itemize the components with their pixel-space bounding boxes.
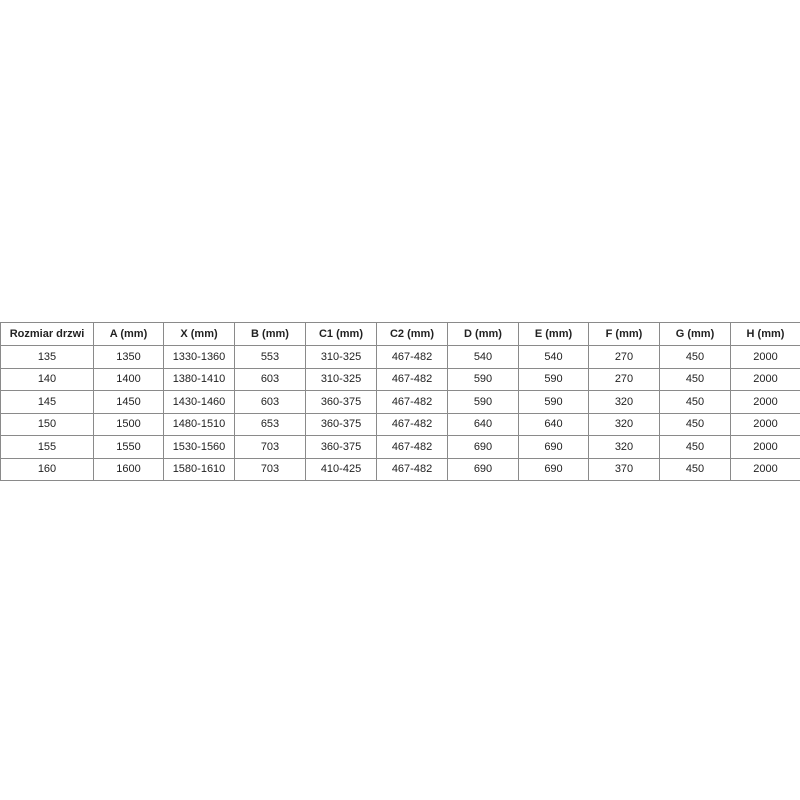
table-cell: 1380-1410 bbox=[163, 367, 235, 391]
table-cell: 1500 bbox=[93, 412, 164, 436]
table-header: Rozmiar drzwi A (mm) X (mm) B (mm) C1 (mm) C2… bbox=[0, 322, 800, 346]
table-cell: 467-482 bbox=[376, 435, 448, 459]
table-cell: 140 bbox=[0, 367, 94, 391]
table-cell: 310-325 bbox=[305, 367, 377, 391]
table-cell: 640 bbox=[518, 412, 589, 436]
header-cell: X (mm) bbox=[163, 322, 235, 346]
table-cell: 640 bbox=[447, 412, 519, 436]
table-cell: 160 bbox=[0, 457, 94, 481]
table-cell: 360-375 bbox=[305, 390, 377, 414]
table-cell: 1580-1610 bbox=[163, 457, 235, 481]
table-cell: 135 bbox=[0, 345, 94, 369]
table-cell: 703 bbox=[234, 457, 306, 481]
table-cell: 1350 bbox=[93, 345, 164, 369]
header-cell: E (mm) bbox=[518, 322, 589, 346]
table-cell: 603 bbox=[234, 390, 306, 414]
table-cell: 603 bbox=[234, 367, 306, 391]
table-cell: 270 bbox=[588, 367, 660, 391]
header-cell: F (mm) bbox=[588, 322, 660, 346]
table-cell: 540 bbox=[518, 345, 589, 369]
table-cell: 150 bbox=[0, 412, 94, 436]
table-cell: 2000 bbox=[730, 435, 800, 459]
header-row: Rozmiar drzwi A (mm) X (mm) B (mm) C1 (mm) C2… bbox=[0, 322, 800, 346]
table-cell: 2000 bbox=[730, 412, 800, 436]
table-cell: 2000 bbox=[730, 345, 800, 369]
table-body: 135 1350 1330-1360 553 310-325 467-482 540 540 2… bbox=[0, 345, 800, 481]
table-cell: 370 bbox=[588, 457, 660, 481]
table-row: 140 1400 1380-1410 603 310-325 467-482 590 590 2… bbox=[0, 367, 800, 391]
table-cell: 690 bbox=[518, 435, 589, 459]
table-cell: 2000 bbox=[730, 367, 800, 391]
table-cell: 467-482 bbox=[376, 367, 448, 391]
table-cell: 467-482 bbox=[376, 412, 448, 436]
table-cell: 703 bbox=[234, 435, 306, 459]
table-cell: 1530-1560 bbox=[163, 435, 235, 459]
dimensions-table: Rozmiar drzwi A (mm) X (mm) B (mm) C1 (mm) C2… bbox=[0, 322, 800, 481]
table-row: 160 1600 1580-1610 703 410-425 467-482 690 690 3… bbox=[0, 457, 800, 481]
table-cell: 690 bbox=[518, 457, 589, 481]
table-cell: 360-375 bbox=[305, 412, 377, 436]
table-cell: 467-482 bbox=[376, 390, 448, 414]
table-cell: 155 bbox=[0, 435, 94, 459]
table-cell: 653 bbox=[234, 412, 306, 436]
table-cell: 690 bbox=[447, 435, 519, 459]
table-cell: 450 bbox=[659, 457, 731, 481]
table-cell: 1550 bbox=[93, 435, 164, 459]
table-cell: 1400 bbox=[93, 367, 164, 391]
table-cell: 450 bbox=[659, 412, 731, 436]
table-cell: 450 bbox=[659, 367, 731, 391]
header-cell: C1 (mm) bbox=[305, 322, 377, 346]
table-cell: 1450 bbox=[93, 390, 164, 414]
table-cell: 145 bbox=[0, 390, 94, 414]
table-cell: 690 bbox=[447, 457, 519, 481]
header-cell: D (mm) bbox=[447, 322, 519, 346]
table-cell: 1480-1510 bbox=[163, 412, 235, 436]
table-cell: 2000 bbox=[730, 390, 800, 414]
table-cell: 540 bbox=[447, 345, 519, 369]
table-cell: 590 bbox=[447, 390, 519, 414]
table-cell: 1430-1460 bbox=[163, 390, 235, 414]
table-cell: 310-325 bbox=[305, 345, 377, 369]
table-cell: 360-375 bbox=[305, 435, 377, 459]
table-cell: 590 bbox=[447, 367, 519, 391]
header-cell: Rozmiar drzwi bbox=[0, 322, 94, 346]
table-cell: 1600 bbox=[93, 457, 164, 481]
table-cell: 320 bbox=[588, 412, 660, 436]
table-cell: 450 bbox=[659, 435, 731, 459]
table-row: 150 1500 1480-1510 653 360-375 467-482 640 640 3… bbox=[0, 412, 800, 436]
table-cell: 467-482 bbox=[376, 345, 448, 369]
table-cell: 2000 bbox=[730, 457, 800, 481]
table-cell: 410-425 bbox=[305, 457, 377, 481]
table-row: 135 1350 1330-1360 553 310-325 467-482 540 540 2… bbox=[0, 345, 800, 369]
header-cell: C2 (mm) bbox=[376, 322, 448, 346]
table-row: 145 1450 1430-1460 603 360-375 467-482 590 590 3… bbox=[0, 390, 800, 414]
table-cell: 320 bbox=[588, 435, 660, 459]
table-cell: 590 bbox=[518, 390, 589, 414]
header-cell: H (mm) bbox=[730, 322, 800, 346]
table-cell: 320 bbox=[588, 390, 660, 414]
table-cell: 590 bbox=[518, 367, 589, 391]
table-cell: 270 bbox=[588, 345, 660, 369]
table-cell: 450 bbox=[659, 390, 731, 414]
table-cell: 553 bbox=[234, 345, 306, 369]
table-cell: 1330-1360 bbox=[163, 345, 235, 369]
header-cell: G (mm) bbox=[659, 322, 731, 346]
table-cell: 450 bbox=[659, 345, 731, 369]
table-row: 155 1550 1530-1560 703 360-375 467-482 690 690 3… bbox=[0, 435, 800, 459]
table-cell: 467-482 bbox=[376, 457, 448, 481]
header-cell: B (mm) bbox=[234, 322, 306, 346]
header-cell: A (mm) bbox=[93, 322, 164, 346]
